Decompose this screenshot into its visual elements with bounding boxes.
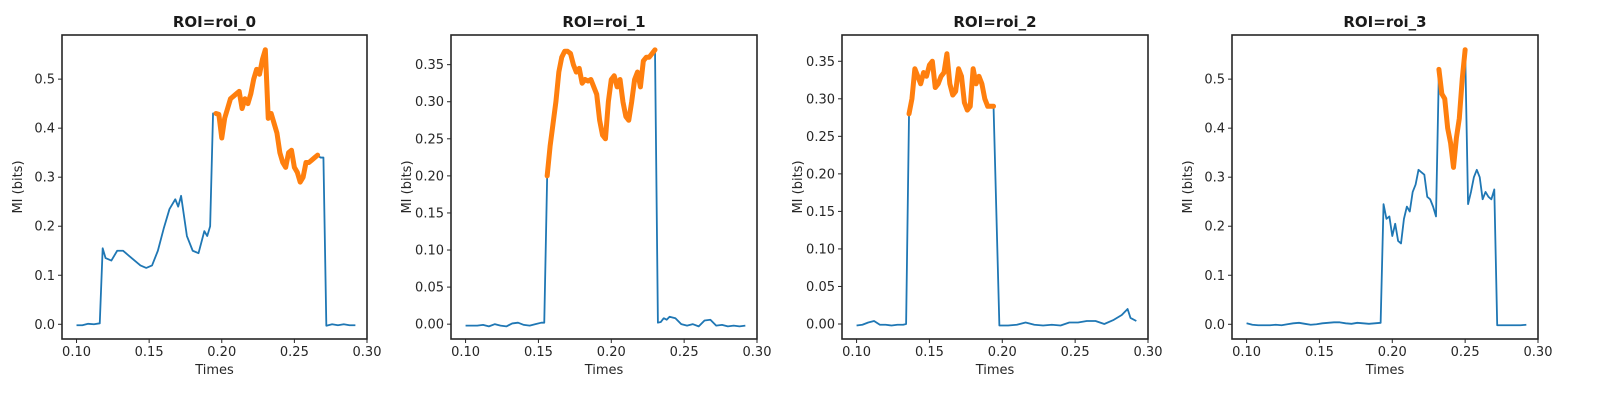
base-series-line	[465, 48, 746, 328]
x-tick-label: 0.25	[280, 345, 309, 360]
x-tick-label: 0.25	[1061, 345, 1090, 360]
y-tick-label: 0.0	[1204, 318, 1225, 333]
y-tick-label: 0.0	[34, 318, 55, 333]
y-tick-label: 0.3	[34, 171, 55, 186]
y-tick-label: 0.25	[806, 130, 835, 145]
y-tick-label: 0.2	[1204, 220, 1225, 235]
x-tick-label: 0.30	[1134, 345, 1163, 360]
plot-frame	[1231, 34, 1539, 340]
base-series-line	[76, 48, 356, 327]
x-tick-label: 0.20	[988, 345, 1017, 360]
x-tick-label: 0.30	[1524, 345, 1553, 360]
x-tick-label: 0.15	[524, 345, 553, 360]
y-tick-label: 0.00	[415, 318, 444, 333]
y-tick-label: 0.00	[806, 317, 835, 332]
plot-frame	[61, 34, 368, 340]
x-tick-label: 0.15	[135, 345, 164, 360]
x-tick-label: 0.20	[207, 345, 236, 360]
y-tick-label: 0.10	[806, 242, 835, 257]
base-series-line	[856, 52, 1137, 327]
panel-title: ROI=roi_1	[562, 13, 645, 31]
y-tick-label: 0.15	[806, 205, 835, 220]
x-tick-label: 0.10	[842, 345, 871, 360]
x-tick-label: 0.10	[451, 345, 480, 360]
x-tick-label: 0.10	[62, 345, 91, 360]
y-tick-label: 0.1	[34, 269, 55, 284]
x-tick-label: 0.20	[1378, 345, 1407, 360]
plot-frame	[450, 34, 758, 340]
panel-title: ROI=roi_2	[953, 13, 1036, 31]
y-tick-label: 0.4	[1204, 122, 1225, 137]
y-axis-label: MI (bits)	[1181, 160, 1196, 213]
x-tick-label: 0.10	[1232, 345, 1261, 360]
y-tick-label: 0.4	[34, 122, 55, 137]
y-tick-label: 0.20	[415, 169, 444, 184]
panel-1: ROI=roi_1 0.10 0.15 0.20 0.25 0.30 0.00 0.05 0.1…	[400, 13, 771, 378]
x-axis-label: Times	[1365, 363, 1405, 378]
y-tick-label: 0.05	[806, 280, 835, 295]
panel-0: ROI=roi_0 0.10 0.15 0.20 0.25 0.30 0.0 0.1 0.2 0.…	[11, 13, 381, 378]
x-tick-label: 0.25	[1451, 345, 1480, 360]
highlight-series-line	[544, 47, 658, 179]
base-series-line	[1246, 48, 1527, 327]
y-tick-label: 0.35	[415, 58, 444, 73]
x-tick-label: 0.25	[670, 345, 699, 360]
highlight-series-line	[1436, 47, 1468, 170]
y-axis-label: MI (bits)	[11, 160, 26, 213]
x-tick-label: 0.15	[915, 345, 944, 360]
highlight-series-line	[213, 47, 321, 185]
y-tick-label: 0.35	[806, 55, 835, 70]
plot-frame	[841, 34, 1149, 340]
y-tick-label: 0.1	[1204, 269, 1225, 284]
y-tick-label: 0.15	[415, 206, 444, 221]
y-tick-label: 0.05	[415, 281, 444, 296]
highlight-series-line	[906, 51, 997, 117]
y-tick-label: 0.25	[415, 132, 444, 147]
x-axis-label: Times	[975, 363, 1015, 378]
panel-title: ROI=roi_0	[173, 13, 256, 31]
x-tick-label: 0.20	[597, 345, 626, 360]
y-tick-label: 0.30	[415, 95, 444, 110]
x-tick-label: 0.30	[353, 345, 382, 360]
x-tick-label: 0.30	[743, 345, 772, 360]
y-tick-label: 0.2	[34, 220, 55, 235]
y-axis-label: MI (bits)	[791, 160, 806, 213]
y-tick-label: 0.20	[806, 167, 835, 182]
y-tick-label: 0.3	[1204, 171, 1225, 186]
y-tick-label: 0.30	[806, 92, 835, 107]
x-axis-label: Times	[584, 363, 624, 378]
y-tick-label: 0.5	[1204, 73, 1225, 88]
y-axis-label: MI (bits)	[400, 160, 415, 213]
y-tick-label: 0.5	[34, 73, 55, 88]
panel-title: ROI=roi_3	[1343, 13, 1426, 31]
x-tick-label: 0.15	[1305, 345, 1334, 360]
x-axis-label: Times	[194, 363, 234, 378]
panel-2: ROI=roi_2 0.10 0.15 0.20 0.25 0.30 0.00 0.05 0.1…	[791, 13, 1162, 378]
y-tick-label: 0.10	[415, 244, 444, 259]
panel-3: ROI=roi_3 0.10 0.15 0.20 0.25 0.30 0.0 0.1 0.2 0.…	[1181, 13, 1552, 378]
